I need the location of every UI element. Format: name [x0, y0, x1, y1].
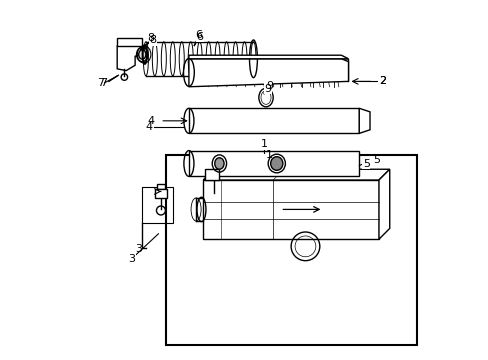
Polygon shape — [155, 189, 167, 198]
Text: 7: 7 — [97, 78, 104, 88]
Text: 7: 7 — [100, 78, 107, 88]
Text: 4: 4 — [147, 116, 155, 126]
Polygon shape — [188, 55, 348, 59]
Text: 9: 9 — [264, 84, 271, 94]
Ellipse shape — [270, 157, 282, 170]
Text: 3: 3 — [135, 244, 142, 254]
Polygon shape — [188, 108, 359, 134]
Polygon shape — [378, 169, 389, 239]
Polygon shape — [359, 108, 369, 134]
Polygon shape — [204, 169, 219, 180]
Polygon shape — [117, 45, 144, 71]
Text: 2: 2 — [378, 76, 386, 86]
Text: 5: 5 — [362, 159, 369, 169]
Text: 2: 2 — [378, 76, 386, 86]
Text: 1: 1 — [265, 150, 272, 160]
Polygon shape — [203, 180, 378, 239]
Bar — [142, 187, 172, 223]
Text: 8: 8 — [149, 35, 156, 45]
Text: 1: 1 — [260, 139, 267, 149]
Text: 6: 6 — [195, 31, 202, 40]
Polygon shape — [157, 184, 164, 189]
Text: 3: 3 — [128, 254, 135, 264]
Polygon shape — [203, 169, 389, 180]
Bar — [165, 155, 416, 345]
Ellipse shape — [139, 50, 145, 59]
Text: 8: 8 — [147, 33, 155, 43]
Ellipse shape — [214, 158, 224, 169]
Polygon shape — [188, 59, 348, 87]
Polygon shape — [117, 39, 142, 45]
Text: 6: 6 — [196, 32, 203, 41]
Text: 5: 5 — [372, 155, 379, 165]
Polygon shape — [188, 150, 359, 176]
Text: 4: 4 — [145, 122, 153, 132]
Text: 9: 9 — [266, 81, 273, 91]
